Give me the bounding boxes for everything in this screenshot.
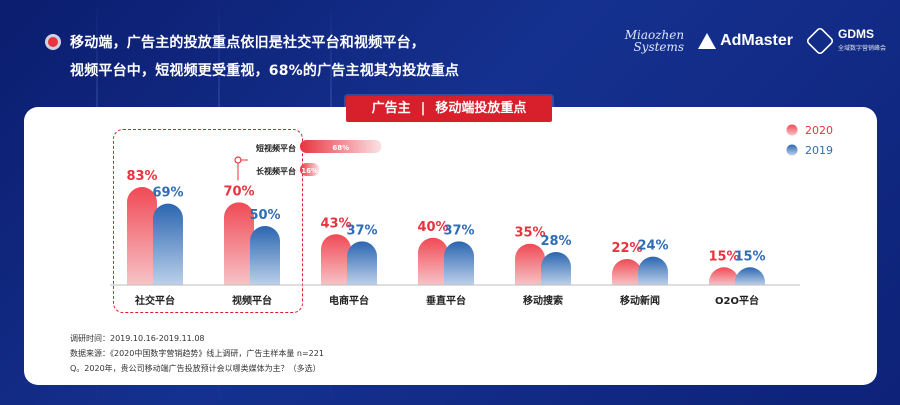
bar-2019	[250, 226, 280, 285]
bar-2019	[735, 267, 765, 285]
bar-2020	[127, 187, 157, 285]
headline-line-1: 移动端，广告主的投放重点依旧是社交平台和视频平台，	[70, 35, 425, 51]
data-label-2019: 15%	[734, 249, 765, 264]
footnotes: 调研时间：2019.10.16-2019.11.08 数据来源：《2020中国数…	[70, 331, 324, 376]
bar-2019	[541, 251, 571, 285]
category-label: 移动搜索	[523, 294, 563, 307]
highlight-box	[113, 129, 303, 313]
admaster-mark-icon	[698, 33, 717, 49]
bar-2019	[347, 241, 377, 285]
survey-time-note: 调研时间：2019.10.16-2019.11.08	[70, 334, 205, 343]
category-label: 社交平台	[134, 294, 175, 307]
legend-swatch-2019	[786, 144, 798, 156]
data-label-2019: 37%	[443, 223, 474, 238]
sub-bar-label: 短视频平台	[256, 143, 296, 153]
category-label: 视频平台	[232, 294, 272, 307]
miaozhen-logo: Miaozhen Systems	[624, 28, 685, 54]
bar-2020	[224, 202, 254, 285]
gdms-logo: GDMS 全域数字营销峰会	[805, 26, 886, 56]
connector-line	[237, 159, 248, 181]
data-label-2019: 50%	[249, 208, 280, 223]
category-label: 垂直平台	[426, 294, 466, 307]
category-label: 移动新闻	[620, 294, 660, 307]
data-label-2020: 83%	[126, 169, 157, 184]
data-label-2020: 22%	[611, 241, 642, 256]
data-label-2019: 37%	[346, 223, 377, 238]
legend-swatch-2020	[786, 124, 798, 136]
data-label-2020: 35%	[514, 226, 545, 241]
data-label-2019: 28%	[540, 234, 571, 249]
partner-logos: Miaozhen Systems AdMaster GDMS 全域数字营销峰会	[625, 24, 886, 58]
bar-2020	[418, 237, 448, 285]
bar-2019	[444, 241, 474, 285]
bar-2019	[638, 256, 668, 285]
sub-bar	[300, 163, 320, 176]
category-label: O2O平台	[715, 294, 759, 307]
sub-bar-value: 16%	[301, 167, 318, 175]
bar-2020	[612, 259, 642, 285]
data-label-2020: 70%	[223, 184, 254, 199]
bar-2020	[709, 267, 739, 285]
bar-2020	[515, 243, 545, 285]
legend-label-2019: 2019	[805, 144, 833, 157]
headline-line-2: 视频平台中，短视频更受重视，68%的广告主视其为投放重点	[70, 63, 460, 79]
bullet-dot-icon	[48, 37, 58, 47]
legend-label-2020: 2020	[805, 124, 833, 137]
data-source-note: 数据来源：《2020中国数字营销趋势》线上调研，广告主样本量 n=221	[70, 349, 324, 358]
admaster-logo: AdMaster	[698, 32, 793, 50]
question-note: Q。2020年，贵公司移动端广告投放预计会以哪类媒体为主？（多选）	[70, 364, 321, 373]
data-label-2019: 24%	[637, 239, 668, 254]
data-label-2020: 43%	[320, 216, 351, 231]
data-label-2020: 15%	[708, 249, 739, 264]
connector-dot-icon	[234, 156, 242, 164]
data-label-2020: 40%	[417, 220, 448, 235]
bar-2019	[153, 203, 183, 285]
sub-bar	[300, 140, 382, 153]
sub-bar-value: 68%	[332, 144, 349, 152]
bar-2020	[321, 234, 351, 285]
chart-title-band: 广告主 | 移动端投放重点	[346, 96, 552, 122]
data-label-2019: 69%	[152, 186, 183, 201]
category-label: 电商平台	[329, 294, 369, 307]
sub-bar-label: 长视频平台	[256, 166, 296, 176]
